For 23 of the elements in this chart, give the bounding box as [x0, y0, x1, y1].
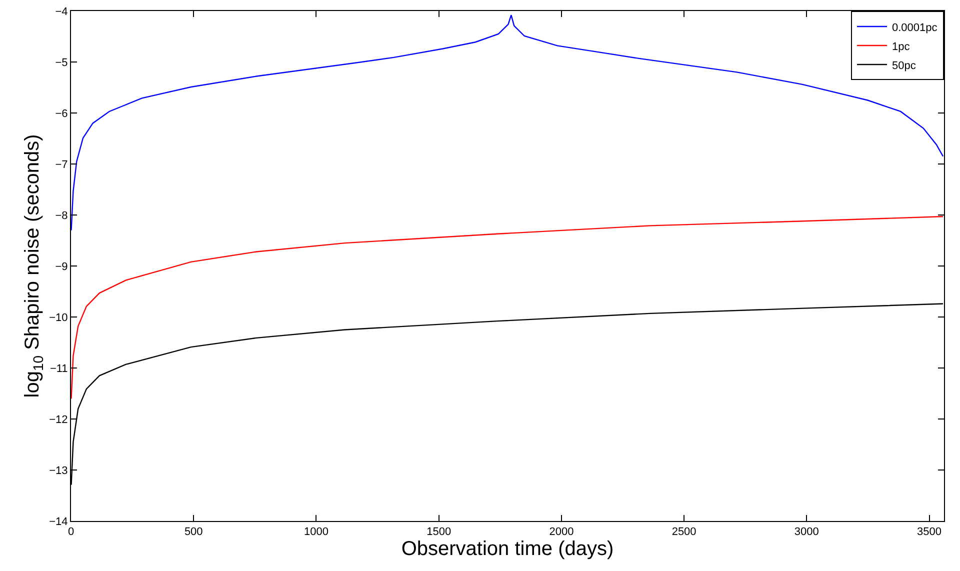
y-tick-label: −7 [55, 158, 68, 171]
x-tick-label: 3000 [794, 526, 819, 538]
x-tick-label: 3500 [917, 526, 942, 538]
legend-label: 0.0001pc [892, 22, 938, 34]
x-axis-title: Observation time (days) [401, 538, 614, 560]
x-tick-label: 2500 [672, 526, 696, 538]
x-tick-label: 500 [184, 526, 203, 538]
x-tick-label: 1000 [304, 526, 328, 538]
y-tick-label: −5 [55, 56, 68, 69]
y-tick-label: −12 [49, 414, 68, 426]
x-tick-label: 2000 [549, 526, 574, 538]
y-tick-label: −6 [55, 108, 68, 120]
y-tick-label: −14 [49, 516, 68, 528]
x-tick-label: 0 [68, 526, 74, 538]
x-tick-label: 1500 [426, 526, 452, 538]
legend-label: 1pc [892, 40, 910, 53]
y-tick-label: −9 [55, 260, 68, 273]
y-tick-label: −11 [50, 362, 68, 375]
legend-label: 50pc [892, 60, 916, 72]
y-tick-label: −13 [49, 464, 68, 477]
y-tick-label: −10 [49, 312, 68, 324]
y-tick-label: −8 [55, 210, 68, 222]
y-tick-label: −4 [55, 6, 68, 18]
